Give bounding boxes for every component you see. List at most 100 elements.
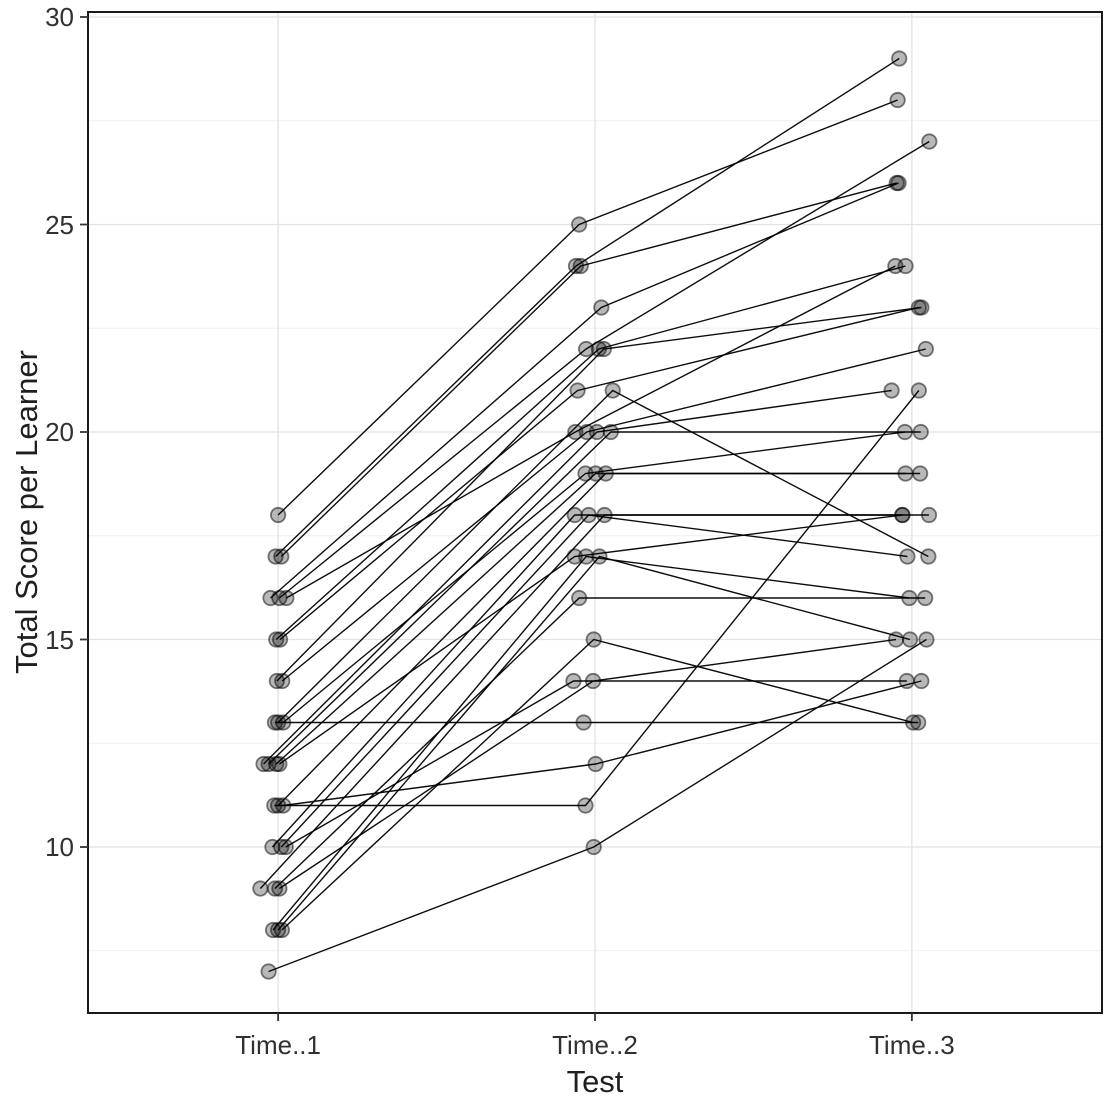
y-tick-label: 10	[45, 832, 74, 862]
data-point	[580, 506, 597, 524]
data-point	[596, 506, 613, 524]
data-point	[897, 465, 914, 482]
y-tick-label: 20	[45, 417, 74, 447]
data-point	[572, 257, 589, 275]
trajectory-line	[270, 182, 899, 599]
trajectory-line	[274, 597, 926, 890]
data-point	[571, 589, 588, 607]
data-point	[271, 755, 288, 773]
data-point	[912, 423, 929, 441]
data-point	[597, 465, 614, 482]
trajectory-line	[275, 265, 906, 641]
data-point	[266, 880, 284, 897]
data-point	[567, 423, 584, 441]
x-tick-label: Time..2	[552, 1030, 638, 1060]
data-point	[918, 631, 935, 648]
data-point	[569, 382, 586, 399]
data-point	[578, 340, 595, 358]
data-point	[567, 257, 585, 275]
data-point	[899, 548, 916, 565]
data-point	[588, 423, 606, 441]
y-tick-label: 25	[45, 209, 74, 240]
data-point	[566, 548, 583, 565]
y-axis-title: Total Score per Learner	[9, 350, 44, 674]
data-point	[891, 50, 908, 67]
data-point	[912, 465, 929, 482]
y-tick-label: 30	[45, 2, 74, 32]
data-point	[584, 672, 602, 690]
data-point	[585, 631, 602, 648]
trajectory-line	[281, 638, 914, 931]
trajectory-line	[277, 99, 898, 516]
data-point	[894, 506, 911, 524]
trajectory-line	[276, 306, 922, 682]
trajectory-line	[281, 348, 926, 682]
y-tick-label: 15	[45, 624, 74, 655]
data-point	[917, 340, 934, 358]
trajectory-line	[283, 680, 922, 807]
data-point	[271, 880, 288, 897]
data-point	[587, 755, 604, 773]
data-point	[275, 714, 292, 731]
trajectory-line	[277, 389, 929, 723]
data-point	[591, 548, 608, 565]
data-point	[252, 880, 269, 897]
trajectory-line	[278, 140, 930, 599]
trajectory-line	[272, 555, 910, 931]
data-point	[901, 631, 919, 648]
data-point	[275, 797, 292, 814]
trajectory-line	[279, 638, 897, 890]
trajectory-line	[277, 555, 911, 931]
data-point	[921, 133, 938, 150]
data-point	[897, 257, 914, 275]
trajectory-line	[275, 57, 900, 558]
data-point	[270, 506, 287, 524]
data-point	[898, 672, 915, 690]
data-point	[278, 589, 295, 607]
data-point	[595, 340, 612, 358]
x-tick-label: Time..1	[235, 1030, 321, 1060]
trajectory-line	[277, 472, 921, 806]
data-point	[266, 714, 284, 731]
data-point	[273, 548, 290, 565]
data-point	[277, 838, 294, 856]
data-point	[267, 548, 284, 565]
data-point	[890, 174, 907, 192]
data-point	[920, 506, 938, 524]
trajectory-line	[285, 680, 907, 848]
trajectory-line	[280, 182, 897, 558]
trajectory-line	[282, 431, 905, 724]
data-point	[905, 714, 922, 731]
data-point	[913, 299, 930, 316]
data-point	[887, 631, 905, 648]
data-point	[604, 382, 621, 399]
trajectory-line	[278, 514, 903, 765]
data-point	[273, 921, 291, 939]
trajectory-line	[280, 514, 908, 848]
data-point	[910, 382, 927, 399]
data-point	[883, 382, 900, 399]
data-point	[575, 714, 592, 731]
trajectory-line	[268, 431, 921, 765]
data-point	[260, 963, 277, 980]
data-point	[571, 216, 588, 233]
trajectory-line	[279, 306, 920, 641]
data-point	[910, 714, 927, 731]
trajectory-line	[286, 265, 896, 599]
data-point	[917, 589, 934, 607]
data-point	[585, 838, 602, 856]
data-point	[566, 506, 583, 524]
data-point	[271, 631, 289, 648]
data-point	[920, 548, 937, 565]
x-axis-title: Test	[566, 1064, 624, 1099]
data-point	[270, 797, 287, 814]
data-point	[896, 423, 914, 441]
data-point	[590, 340, 607, 358]
data-point	[274, 672, 291, 690]
trajectory-line	[259, 514, 929, 889]
data-point	[889, 91, 906, 109]
data-point	[578, 548, 595, 565]
data-point	[901, 589, 918, 607]
